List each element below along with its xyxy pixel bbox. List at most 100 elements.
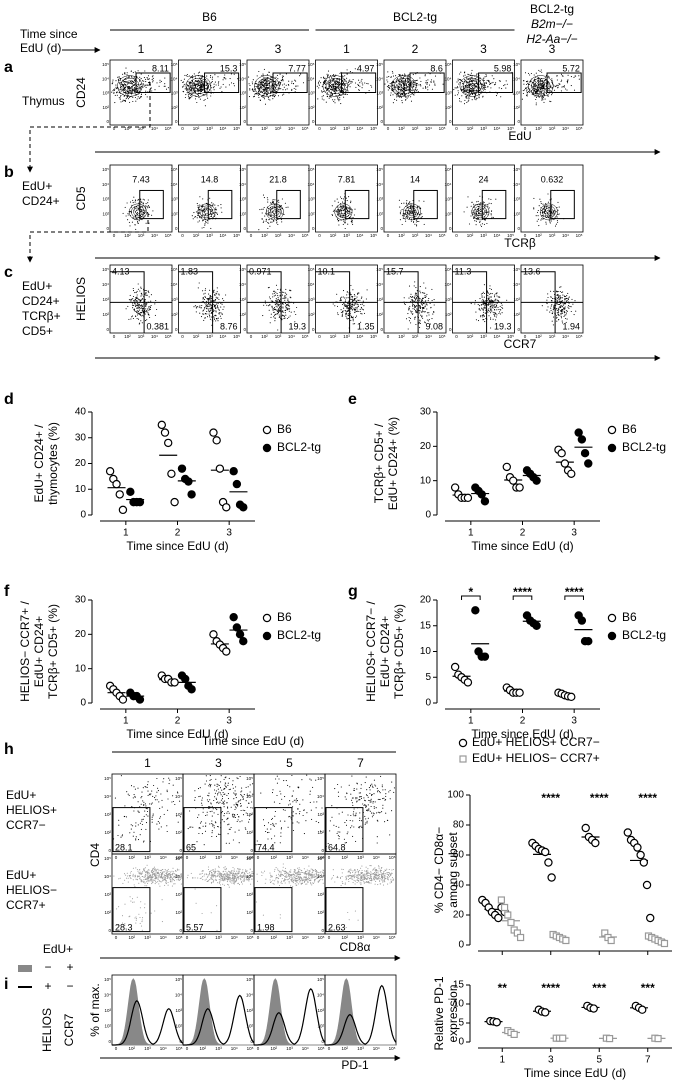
cell	[471, 76, 473, 78]
cell	[137, 96, 139, 98]
cell	[263, 90, 265, 92]
cell	[533, 91, 535, 93]
cell	[151, 79, 153, 81]
cell	[355, 316, 357, 318]
flow-tick-label: 10⁴	[376, 182, 383, 187]
cell	[481, 307, 483, 309]
flow-tick-label: 10⁴	[494, 233, 501, 238]
cell	[400, 77, 402, 79]
flow-tick-label: 10⁵	[302, 334, 309, 339]
cell	[343, 206, 345, 208]
cell	[560, 73, 563, 75]
point	[126, 487, 135, 497]
cell	[197, 287, 199, 289]
cell	[453, 89, 455, 91]
cell	[270, 221, 272, 223]
cells	[122, 196, 154, 230]
point	[118, 505, 128, 515]
cell	[484, 303, 486, 305]
cell	[209, 318, 211, 320]
cell	[424, 311, 426, 313]
cell	[542, 97, 544, 99]
cell	[492, 318, 494, 320]
cell	[562, 309, 564, 311]
cell	[282, 78, 284, 81]
cell	[557, 221, 559, 223]
flow-tick-label: 10³	[138, 334, 145, 339]
cell	[144, 305, 147, 307]
cell	[111, 91, 113, 93]
cell	[194, 92, 196, 94]
cell	[392, 86, 394, 88]
cell	[431, 88, 433, 90]
cell	[283, 93, 285, 95]
cell	[573, 314, 575, 316]
cell	[556, 316, 558, 319]
cell	[125, 98, 127, 100]
cell	[274, 87, 276, 89]
cell	[213, 310, 215, 312]
cell	[351, 307, 353, 309]
flow-tick-label: 10⁵	[376, 267, 383, 272]
cell	[128, 82, 130, 84]
cell	[264, 300, 266, 302]
cell	[144, 85, 146, 87]
cell	[483, 296, 485, 298]
cell	[132, 88, 134, 90]
cell	[487, 297, 489, 299]
cell	[476, 73, 478, 75]
cell	[141, 322, 143, 324]
cell	[276, 89, 278, 91]
cell	[478, 305, 481, 307]
cell	[268, 219, 270, 221]
gate-value: 15.3	[220, 63, 238, 73]
cell	[261, 95, 263, 97]
cell	[337, 96, 339, 98]
cell	[398, 81, 400, 83]
cell	[542, 203, 544, 205]
x-tick-label: 3	[226, 528, 232, 539]
cell	[194, 98, 197, 100]
cell	[539, 86, 541, 88]
flow-tick-label: 10⁴	[102, 282, 109, 287]
cell	[216, 303, 218, 305]
cell	[357, 305, 360, 308]
cell	[140, 287, 142, 290]
cell	[420, 302, 422, 304]
cell	[213, 86, 215, 88]
cell	[132, 300, 135, 302]
time-label: Time since	[20, 27, 78, 41]
cell	[134, 215, 137, 218]
cell	[344, 222, 347, 224]
cell	[343, 78, 345, 81]
cell	[271, 85, 273, 87]
cell	[282, 306, 284, 308]
cell	[115, 80, 117, 82]
cell	[196, 217, 198, 219]
cell	[140, 295, 142, 297]
cell	[426, 304, 428, 306]
cell	[419, 326, 421, 328]
point	[239, 503, 248, 512]
flow-tick-label: 10³	[343, 126, 350, 131]
cell	[285, 73, 287, 75]
cell	[182, 86, 184, 88]
cell	[188, 81, 190, 83]
cell	[215, 318, 217, 320]
cell	[137, 298, 139, 300]
cell	[219, 87, 221, 89]
cell	[560, 286, 562, 288]
gate-value: 11.3	[455, 266, 472, 276]
cell	[152, 210, 154, 212]
cell	[426, 83, 428, 85]
cell	[278, 201, 280, 203]
cell	[396, 96, 398, 98]
cell	[562, 310, 564, 312]
cell	[331, 214, 334, 216]
flow-tick-label: 10⁵	[308, 62, 315, 67]
cell	[148, 222, 150, 224]
cell	[132, 202, 134, 204]
cell	[122, 99, 124, 101]
cell	[126, 94, 128, 96]
cell	[145, 90, 147, 92]
